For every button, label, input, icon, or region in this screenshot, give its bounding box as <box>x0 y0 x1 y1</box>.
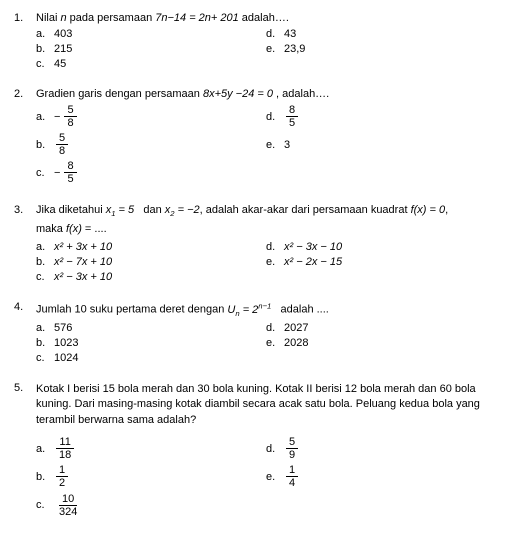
q4-opt-d-label: d. <box>266 322 284 334</box>
q2-opt-e-label: e. <box>266 139 284 151</box>
q2-opt-d-label: d. <box>266 111 284 123</box>
q1-opt-c-label: c. <box>36 58 54 70</box>
q4-opt-e-label: e. <box>266 337 284 349</box>
q5-opt-c-label: c. <box>36 499 54 511</box>
q3-opt-b-label: b. <box>36 256 54 268</box>
question-2: 2. Gradien garis dengan persamaan 8x+5y … <box>14 88 509 186</box>
q1-text: Nilai n pada persamaan 7n−14 = 2n+ 201 a… <box>36 12 509 24</box>
q1-opt-e-val: 23,9 <box>284 43 305 55</box>
q2-opt-b-val: 58 <box>56 132 68 157</box>
q1-opt-c-val: 45 <box>54 58 66 70</box>
q1-opt-a-val: 403 <box>54 28 72 40</box>
q1-opt-a-label: a. <box>36 28 54 40</box>
q5-opt-a-val: 1118 <box>56 436 74 461</box>
q2-opt-e-val: 3 <box>284 139 290 151</box>
q2-opt-a-label: a. <box>36 111 54 123</box>
q3-cont: maka f(x) = .... <box>36 222 509 237</box>
question-5: 5. Kotak I berisi 15 bola merah dan 30 b… <box>14 382 509 518</box>
q2-opt-b-label: b. <box>36 139 54 151</box>
q3-text: Jika diketahui x1 = 5 dan x2 = −2, adala… <box>36 204 509 218</box>
q5-opt-e-val: 14 <box>286 464 298 489</box>
question-1: 1. Nilai n pada persamaan 7n−14 = 2n+ 20… <box>14 12 509 70</box>
q2-opt-d-val: 85 <box>286 104 298 129</box>
q4-num: 4. <box>14 301 36 318</box>
q1-opt-e-label: e. <box>266 43 284 55</box>
q3-opt-d-label: d. <box>266 241 284 253</box>
q3-opt-d-val: x² − 3x − 10 <box>284 241 342 253</box>
q4-opt-a-label: a. <box>36 322 54 334</box>
q3-opt-c-val: x² − 3x + 10 <box>54 271 112 283</box>
q3-opt-e-label: e. <box>266 256 284 268</box>
q3-opt-c-label: c. <box>36 271 54 283</box>
q3-num: 3. <box>14 204 36 218</box>
q5-opt-b-val: 12 <box>56 464 68 489</box>
q4-opt-a-val: 576 <box>54 322 72 334</box>
q2-opt-c-label: c. <box>36 167 54 179</box>
q2-text: Gradien garis dengan persamaan 8x+5y −24… <box>36 88 509 100</box>
q3-opt-a-val: x² + 3x + 10 <box>54 241 112 253</box>
q5-opt-a-label: a. <box>36 443 54 455</box>
q5-opt-b-label: b. <box>36 471 54 483</box>
q5-opt-c-val: 10324 <box>56 493 80 518</box>
q4-opt-e-val: 2028 <box>284 337 308 349</box>
q2-opt-c-val: −85 <box>54 160 79 185</box>
q3-opt-a-label: a. <box>36 241 54 253</box>
q2-opt-a-val: −58 <box>54 104 79 129</box>
q5-opt-d-val: 59 <box>286 436 298 461</box>
q4-opt-d-val: 2027 <box>284 322 308 334</box>
question-3: 3. Jika diketahui x1 = 5 dan x2 = −2, ad… <box>14 204 509 284</box>
q1-opt-b-val: 215 <box>54 43 72 55</box>
q1-num: 1. <box>14 12 36 24</box>
q2-num: 2. <box>14 88 36 100</box>
q4-opt-c-val: 1024 <box>54 352 78 364</box>
q3-opt-e-val: x² − 2x − 15 <box>284 256 342 268</box>
q5-opt-d-label: d. <box>266 443 284 455</box>
q5-num: 5. <box>14 382 36 432</box>
q4-opt-c-label: c. <box>36 352 54 364</box>
q4-opt-b-label: b. <box>36 337 54 349</box>
q5-text: Kotak I berisi 15 bola merah dan 30 bola… <box>36 382 509 428</box>
q1-opt-d-label: d. <box>266 28 284 40</box>
q1-opt-b-label: b. <box>36 43 54 55</box>
question-4: 4. Jumlah 10 suku pertama deret dengan U… <box>14 301 509 364</box>
q4-text: Jumlah 10 suku pertama deret dengan Un =… <box>36 301 509 318</box>
q4-opt-b-val: 1023 <box>54 337 78 349</box>
q5-opt-e-label: e. <box>266 471 284 483</box>
q1-opt-d-val: 43 <box>284 28 296 40</box>
q3-opt-b-val: x² − 7x + 10 <box>54 256 112 268</box>
